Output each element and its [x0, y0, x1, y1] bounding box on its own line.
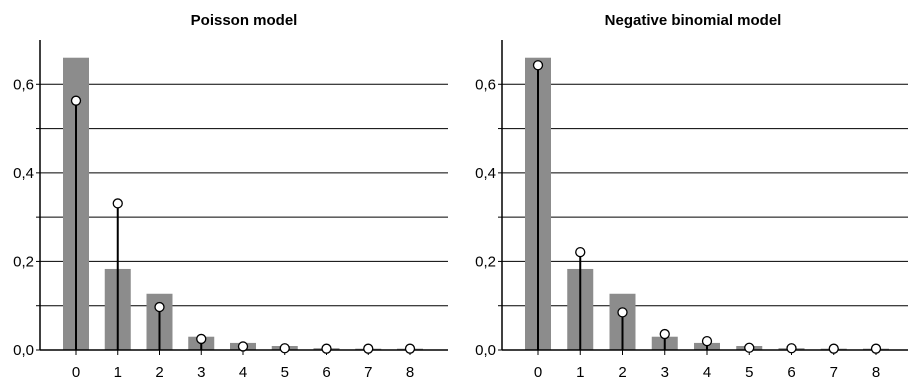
point-1 — [112, 198, 123, 209]
point-6 — [786, 343, 797, 354]
point-3 — [659, 328, 670, 340]
point-7 — [363, 343, 374, 354]
x-tick-label: 7 — [830, 364, 838, 381]
point-4 — [701, 335, 713, 347]
x-tick-label: 3 — [661, 364, 669, 381]
x-tick-label: 8 — [872, 364, 880, 381]
x-tick-label: 6 — [787, 364, 795, 381]
y-tick-label: 0,0 — [475, 342, 496, 359]
point-3 — [196, 333, 207, 345]
point-7 — [828, 343, 839, 354]
x-tick-label: 0 — [72, 364, 80, 381]
x-tick-label: 2 — [618, 364, 626, 381]
point-1 — [575, 246, 586, 258]
point-0 — [532, 60, 544, 71]
y-tick-label: 0,2 — [13, 253, 34, 270]
x-tick-label: 5 — [745, 364, 753, 381]
x-tick-label: 5 — [281, 364, 289, 381]
point-2 — [617, 307, 628, 318]
panel-negative-binomial: Negative binomial model 0,0 0,2 0,4 0,6 0 1 2 3… — [475, 12, 908, 381]
y-tick-label: 0,2 — [475, 253, 496, 270]
y-tick-label: 0,6 — [13, 76, 34, 93]
x-tick-label: 1 — [576, 364, 584, 381]
point-8 — [870, 343, 882, 354]
point-5 — [279, 343, 290, 354]
y-tick-label: 0,4 — [475, 165, 496, 182]
panel-poisson: Poisson model 0,0 0,2 0,4 0,6 0 1 2 3 4 5 6 7 8 — [13, 12, 448, 381]
y-tick-label: 0,0 — [13, 342, 34, 359]
x-tick-label: 2 — [155, 364, 163, 381]
y-tick-label: 0,6 — [475, 76, 496, 93]
x-tick-label: 1 — [114, 364, 122, 381]
x-tick-label: 3 — [197, 364, 205, 381]
chart-title: Negative binomial model — [605, 12, 782, 29]
y-tick-label: 0,4 — [13, 165, 34, 182]
point-8 — [404, 343, 416, 354]
point-4 — [237, 341, 249, 352]
x-tick-label: 7 — [364, 364, 372, 381]
chart-title: Poisson model — [191, 12, 298, 29]
point-2 — [154, 301, 165, 313]
point-5 — [744, 342, 755, 353]
x-tick-label: 6 — [322, 364, 330, 381]
x-tick-label: 4 — [703, 364, 711, 381]
point-0 — [70, 95, 82, 106]
x-tick-label: 0 — [534, 364, 542, 381]
x-tick-label: 4 — [239, 364, 247, 381]
x-tick-label: 8 — [406, 364, 414, 381]
point-6 — [321, 343, 332, 354]
